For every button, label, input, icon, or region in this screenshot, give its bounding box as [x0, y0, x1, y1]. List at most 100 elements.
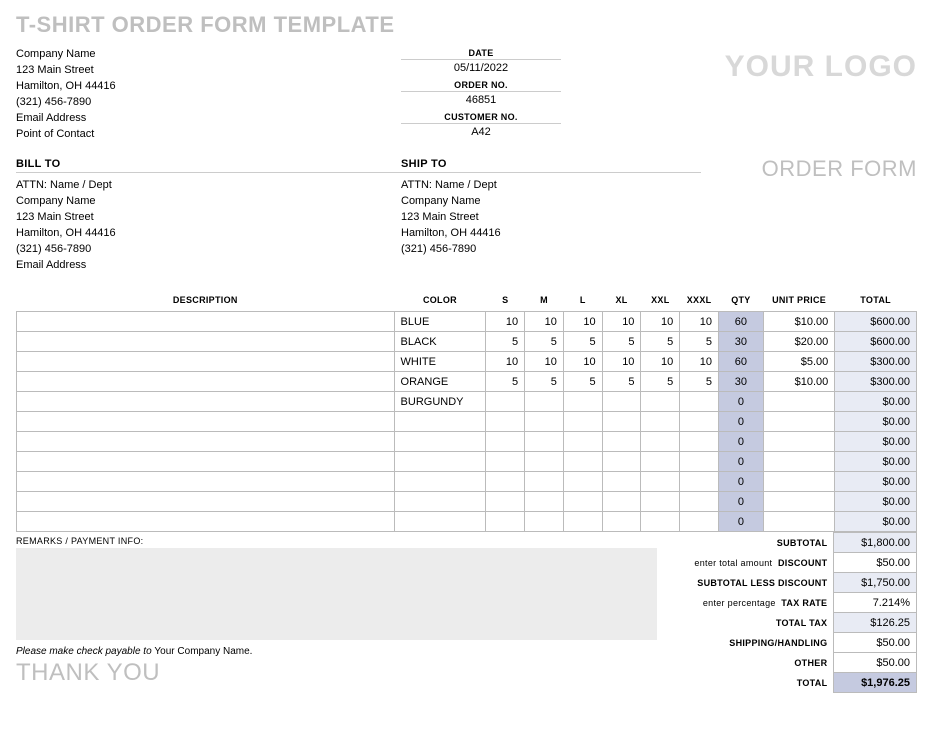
cell-color[interactable]	[394, 432, 486, 452]
cell-xxl[interactable]	[641, 412, 680, 432]
cell-xl[interactable]: 5	[602, 332, 641, 352]
cell-l[interactable]	[563, 452, 602, 472]
cell-xl[interactable]	[602, 452, 641, 472]
cell-description[interactable]	[17, 512, 395, 532]
cell-xxxl[interactable]	[680, 392, 719, 412]
cell-xxl[interactable]: 5	[641, 372, 680, 392]
cell-xl[interactable]	[602, 412, 641, 432]
cell-m[interactable]	[525, 392, 564, 412]
cell-unit-price[interactable]	[763, 512, 834, 532]
cell-xxxl[interactable]	[680, 432, 719, 452]
cell-xxl[interactable]	[641, 432, 680, 452]
cell-s[interactable]: 10	[486, 312, 525, 332]
cell-l[interactable]	[563, 412, 602, 432]
cell-description[interactable]	[17, 472, 395, 492]
cell-l[interactable]: 10	[563, 312, 602, 332]
cell-unit-price[interactable]: $10.00	[763, 312, 834, 332]
cell-xxl[interactable]	[641, 392, 680, 412]
other-value[interactable]: $50.00	[834, 653, 917, 673]
cell-description[interactable]	[17, 412, 395, 432]
cell-l[interactable]: 5	[563, 332, 602, 352]
cell-description[interactable]	[17, 352, 395, 372]
cell-m[interactable]: 10	[525, 312, 564, 332]
cell-description[interactable]	[17, 392, 395, 412]
cell-xl[interactable]	[602, 472, 641, 492]
cell-unit-price[interactable]: $10.00	[763, 372, 834, 392]
cell-xl[interactable]	[602, 492, 641, 512]
cell-xxxl[interactable]: 5	[680, 372, 719, 392]
cell-m[interactable]	[525, 472, 564, 492]
cell-xxxl[interactable]	[680, 512, 719, 532]
cell-l[interactable]	[563, 472, 602, 492]
shipping-value[interactable]: $50.00	[834, 633, 917, 653]
cell-xxl[interactable]: 10	[641, 352, 680, 372]
cell-s[interactable]	[486, 412, 525, 432]
taxrate-value[interactable]: 7.214%	[834, 593, 917, 613]
cell-color[interactable]: BURGUNDY	[394, 392, 486, 412]
cell-xxxl[interactable]: 10	[680, 312, 719, 332]
cell-xl[interactable]: 10	[602, 312, 641, 332]
cell-m[interactable]: 5	[525, 372, 564, 392]
discount-value[interactable]: $50.00	[834, 553, 917, 573]
cell-color[interactable]	[394, 512, 486, 532]
cell-s[interactable]	[486, 392, 525, 412]
cell-s[interactable]	[486, 472, 525, 492]
cell-xl[interactable]: 10	[602, 352, 641, 372]
cell-xl[interactable]	[602, 392, 641, 412]
cell-l[interactable]	[563, 432, 602, 452]
cell-description[interactable]	[17, 432, 395, 452]
cell-xxl[interactable]	[641, 512, 680, 532]
cell-unit-price[interactable]: $5.00	[763, 352, 834, 372]
cell-m[interactable]	[525, 412, 564, 432]
cell-l[interactable]	[563, 492, 602, 512]
cell-m[interactable]: 10	[525, 352, 564, 372]
cell-color[interactable]: ORANGE	[394, 372, 486, 392]
cell-xxl[interactable]: 5	[641, 332, 680, 352]
cell-unit-price[interactable]	[763, 472, 834, 492]
cell-description[interactable]	[17, 492, 395, 512]
cell-m[interactable]: 5	[525, 332, 564, 352]
cell-unit-price[interactable]: $20.00	[763, 332, 834, 352]
cell-s[interactable]	[486, 432, 525, 452]
cell-color[interactable]: WHITE	[394, 352, 486, 372]
cell-unit-price[interactable]	[763, 452, 834, 472]
cell-unit-price[interactable]	[763, 392, 834, 412]
cell-color[interactable]: BLUE	[394, 312, 486, 332]
cell-xxxl[interactable]	[680, 472, 719, 492]
cell-xxxl[interactable]	[680, 492, 719, 512]
cell-s[interactable]: 10	[486, 352, 525, 372]
cell-xxxl[interactable]: 5	[680, 332, 719, 352]
cell-description[interactable]	[17, 332, 395, 352]
cell-l[interactable]	[563, 512, 602, 532]
cell-l[interactable]: 10	[563, 352, 602, 372]
cell-xxl[interactable]: 10	[641, 312, 680, 332]
cell-m[interactable]	[525, 512, 564, 532]
cell-s[interactable]	[486, 512, 525, 532]
cell-xxl[interactable]	[641, 492, 680, 512]
remarks-textarea[interactable]	[16, 548, 657, 640]
cell-l[interactable]: 5	[563, 372, 602, 392]
cell-color[interactable]	[394, 452, 486, 472]
cell-description[interactable]	[17, 372, 395, 392]
cell-xxxl[interactable]: 10	[680, 352, 719, 372]
cell-color[interactable]	[394, 412, 486, 432]
cell-xl[interactable]	[602, 512, 641, 532]
cell-xxxl[interactable]	[680, 452, 719, 472]
cell-xl[interactable]: 5	[602, 372, 641, 392]
cell-color[interactable]	[394, 472, 486, 492]
cell-xxl[interactable]	[641, 452, 680, 472]
cell-m[interactable]	[525, 432, 564, 452]
cell-s[interactable]: 5	[486, 372, 525, 392]
cell-m[interactable]	[525, 452, 564, 472]
cell-xl[interactable]	[602, 432, 641, 452]
cell-xxxl[interactable]	[680, 412, 719, 432]
cell-color[interactable]: BLACK	[394, 332, 486, 352]
cell-description[interactable]	[17, 312, 395, 332]
cell-s[interactable]: 5	[486, 332, 525, 352]
cell-unit-price[interactable]	[763, 432, 834, 452]
cell-unit-price[interactable]	[763, 412, 834, 432]
cell-m[interactable]	[525, 492, 564, 512]
cell-xxl[interactable]	[641, 472, 680, 492]
cell-s[interactable]	[486, 492, 525, 512]
cell-description[interactable]	[17, 452, 395, 472]
